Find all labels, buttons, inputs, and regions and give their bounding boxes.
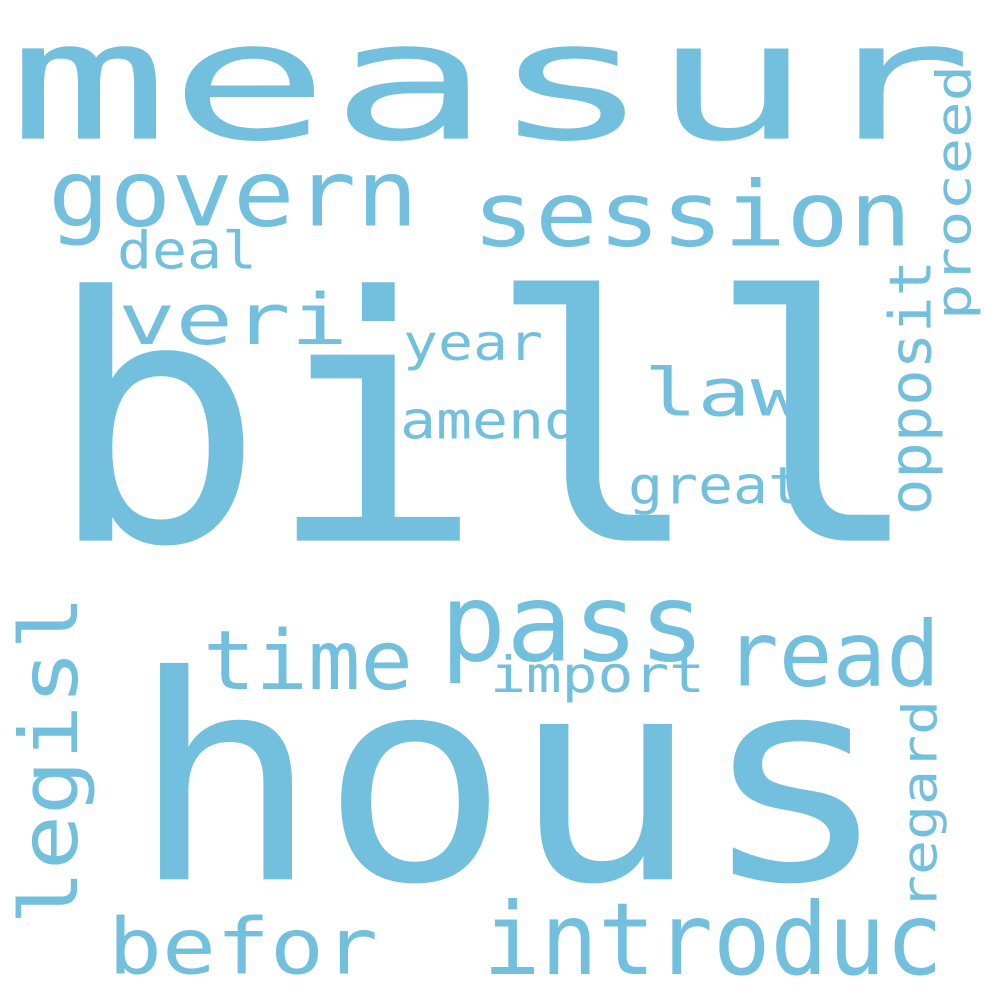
word-year: year [403,313,543,372]
word-amend: amend [400,390,580,452]
word-regard: regard [891,700,948,910]
word-import: import [490,645,705,704]
word-deal: deal [117,220,257,282]
word-law: law [644,354,804,432]
word-hous: hous [130,614,890,948]
word-befor: befor [108,900,378,993]
word-read: read [725,601,940,708]
word-proceed: proceed [925,65,982,321]
word-veri: veri [118,278,348,361]
word-session: session [472,161,912,268]
word-time: time [203,612,413,709]
word-introduc: introduc [483,881,943,998]
word-govern: govern [48,139,418,248]
word-pass: pass [440,560,705,687]
word-legisl: legisl [2,595,97,925]
word-bill: bill [45,224,925,623]
word-great: great [628,455,803,517]
word-measur: measur [8,0,973,179]
